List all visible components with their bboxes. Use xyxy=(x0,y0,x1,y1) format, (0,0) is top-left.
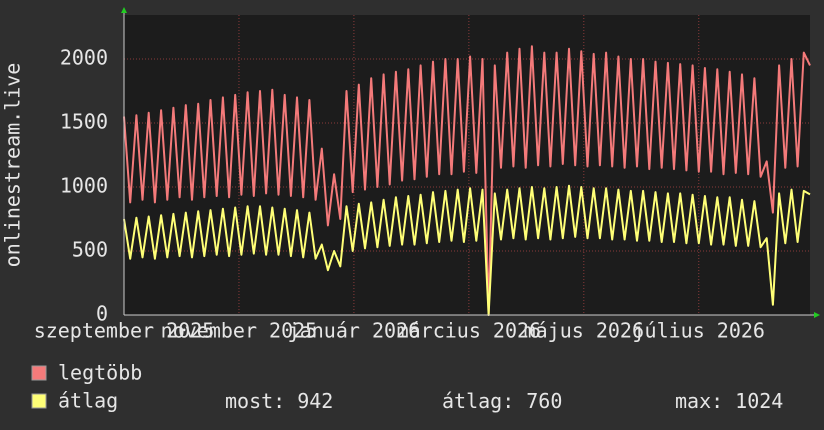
x-tick-label: május 2026 xyxy=(524,319,644,343)
x-tick-label: november 2025 xyxy=(161,319,318,343)
stat-value: 760 xyxy=(526,389,562,413)
stat-label: átlag: xyxy=(442,389,514,413)
stat-value: 942 xyxy=(297,389,333,413)
legend-label: átlag xyxy=(58,389,118,413)
x-tick-label: július 2026 xyxy=(633,319,765,343)
series-line xyxy=(123,45,811,316)
x-tick-label: január 2026 xyxy=(288,319,420,343)
y-axis-label: onlinestream.live xyxy=(1,63,25,268)
x-tick-label: március 2026 xyxy=(397,319,542,343)
y-tick-label: 500 xyxy=(72,238,108,262)
plot-area xyxy=(124,15,810,315)
y-tick-label: 2000 xyxy=(60,46,108,70)
stat-label: max: xyxy=(675,389,723,413)
y-tick-label: 1000 xyxy=(60,174,108,198)
legend-label: legtöbb xyxy=(58,361,142,385)
axis-arrow xyxy=(814,312,820,318)
axis-arrow xyxy=(121,7,127,13)
x-tick-label: szeptember 2025 xyxy=(34,319,215,343)
legend-swatch xyxy=(31,393,47,409)
stat: most: 942 xyxy=(225,389,333,413)
legend-swatch xyxy=(31,365,47,381)
y-tick-label: 1500 xyxy=(60,110,108,134)
stat-label: most: xyxy=(225,389,285,413)
stat: max: 1024 xyxy=(675,389,783,413)
stat: átlag: 760 xyxy=(442,389,562,413)
legend: legtöbb átlag most: 942 átlag: 760 max: 1024 xyxy=(31,361,783,413)
y-tick-label: 0 xyxy=(96,302,108,326)
marks xyxy=(123,45,811,316)
series-line xyxy=(123,184,811,316)
stat-value: 1024 xyxy=(735,389,783,413)
